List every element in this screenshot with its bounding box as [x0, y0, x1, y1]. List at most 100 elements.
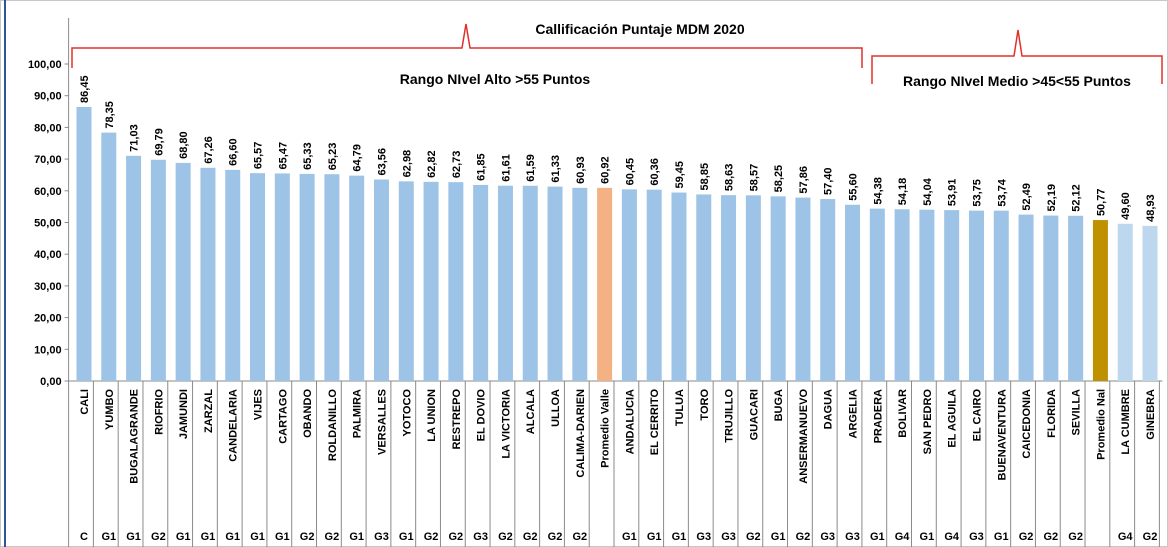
value-label: 78,35: [104, 101, 116, 129]
bar: [274, 173, 290, 381]
group-label: G1: [399, 531, 414, 543]
group-label: G2: [572, 531, 587, 543]
group-label: G3: [721, 531, 736, 543]
group-label: G2: [498, 531, 513, 543]
bar: [299, 173, 315, 381]
group-label: G2: [300, 531, 315, 543]
value-label: 57,40: [823, 168, 835, 196]
x-tick-label: ALCALA: [525, 389, 537, 434]
bar: [473, 184, 489, 381]
bar: [522, 185, 538, 381]
group-label: G2: [1143, 531, 1158, 543]
bar: [1092, 220, 1108, 381]
bar: [820, 199, 836, 381]
y-tick-label: 100,00: [28, 59, 62, 71]
value-label: 63,56: [376, 148, 388, 176]
group-label: G2: [548, 531, 563, 543]
bar: [101, 132, 117, 381]
x-tick-label: BUGA: [773, 389, 785, 421]
bar: [944, 210, 960, 381]
bar: [795, 197, 811, 381]
group-label: G2: [1068, 531, 1083, 543]
x-tick-label: ROLDANILLO: [327, 389, 339, 462]
group-label: G4: [1118, 531, 1134, 543]
x-tick-label: CALI: [79, 389, 91, 415]
group-label: G3: [374, 531, 389, 543]
value-label: 58,63: [724, 164, 736, 192]
x-tick-label: EL AGUILA: [947, 389, 959, 448]
group-label: G1: [994, 531, 1009, 543]
bar: [1142, 225, 1158, 381]
value-label: 52,12: [1071, 184, 1083, 212]
x-tick-label: EL CAIRO: [971, 389, 983, 442]
bar: [770, 196, 786, 381]
group-label: G2: [449, 531, 464, 543]
x-tick-label: CANDELARIA: [228, 389, 240, 462]
x-tick-label: BOLIVAR: [897, 389, 909, 438]
bar: [845, 204, 861, 381]
group-label: G1: [126, 531, 141, 543]
value-label: 53,74: [996, 178, 1008, 206]
x-tick-label: PALMIRA: [352, 389, 364, 438]
bar: [1018, 214, 1034, 381]
x-tick-label: EL CERRITO: [649, 389, 661, 456]
value-label: 60,92: [600, 156, 612, 184]
x-tick-label: OBANDO: [302, 389, 314, 438]
x-tick-label: PRADERA: [872, 389, 884, 443]
bar: [919, 209, 935, 381]
group-label: G2: [151, 531, 166, 543]
x-tick-label: CAICEDONIA: [1021, 389, 1033, 459]
bar: [597, 187, 613, 381]
x-tick-label: ULLOA: [550, 389, 562, 427]
value-label: 65,57: [253, 142, 265, 170]
value-label: 52,19: [1046, 184, 1058, 212]
value-label: 54,04: [922, 177, 934, 205]
x-tick-label: LA VICTORIA: [500, 389, 512, 459]
group-label: G2: [746, 531, 761, 543]
x-tick-label: SEVILLA: [1071, 389, 1083, 436]
group-label: G1: [622, 531, 637, 543]
value-label: 57,86: [798, 166, 810, 194]
x-tick-label: LA CUMBRE: [1120, 389, 1132, 455]
x-tick-label: CALIMA-DARIEN: [575, 389, 587, 478]
group-label: G2: [1019, 531, 1034, 543]
group-label: G1: [250, 531, 265, 543]
bar: [225, 169, 241, 381]
bar: [448, 182, 464, 381]
bar: [250, 173, 266, 381]
x-tick-label: ARGELIA: [848, 389, 860, 439]
value-label: 50,77: [1095, 189, 1107, 217]
bar: [497, 185, 513, 381]
group-label: G2: [523, 531, 538, 543]
value-label: 54,18: [897, 178, 909, 206]
value-label: 60,93: [575, 156, 587, 184]
group-label: G2: [796, 531, 811, 543]
x-tick-label: FLORIDA: [1046, 389, 1058, 438]
x-tick-label: VERSALLES: [376, 389, 388, 455]
x-tick-label: Promedio Valle: [600, 389, 612, 468]
value-label: 59,45: [674, 161, 686, 189]
y-tick-label: 0,00: [40, 376, 61, 388]
value-label: 65,47: [277, 142, 289, 170]
x-tick-label: SAN PEDRO: [922, 389, 934, 455]
annotation: Rango NIvel Alto >55 Puntos: [400, 71, 591, 87]
bar: [76, 106, 92, 382]
value-label: 61,59: [525, 154, 537, 182]
x-tick-label: LA UNION: [426, 389, 438, 442]
group-label: G1: [201, 531, 216, 543]
value-label: 52,49: [1021, 183, 1033, 211]
x-tick-label: RESTREPO: [451, 389, 463, 450]
value-label: 61,85: [476, 153, 488, 181]
x-tick-label: DAGUA: [823, 389, 835, 429]
y-tick-label: 90,00: [34, 91, 62, 103]
value-label: 55,60: [848, 173, 860, 201]
bar: [150, 159, 166, 381]
chart-title: Callificación Puntaje MDM 2020: [535, 21, 744, 37]
y-tick-label: 40,00: [34, 249, 62, 261]
y-tick-label: 60,00: [34, 186, 62, 198]
group-label: G1: [771, 531, 786, 543]
x-tick-label: TRUJILLO: [724, 389, 736, 443]
group-label: G4: [944, 531, 960, 543]
group-label: G3: [845, 531, 860, 543]
